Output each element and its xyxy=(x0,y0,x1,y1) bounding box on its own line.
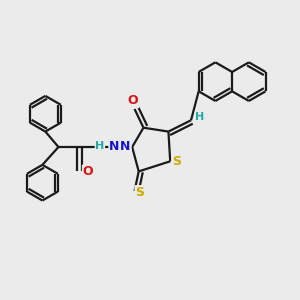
Text: H: H xyxy=(195,112,205,122)
Text: N: N xyxy=(109,140,119,153)
Text: O: O xyxy=(83,166,94,178)
Text: S: S xyxy=(135,186,144,199)
Text: S: S xyxy=(172,155,181,168)
Text: N: N xyxy=(120,140,131,153)
Text: H: H xyxy=(95,141,104,152)
Text: O: O xyxy=(128,94,138,107)
